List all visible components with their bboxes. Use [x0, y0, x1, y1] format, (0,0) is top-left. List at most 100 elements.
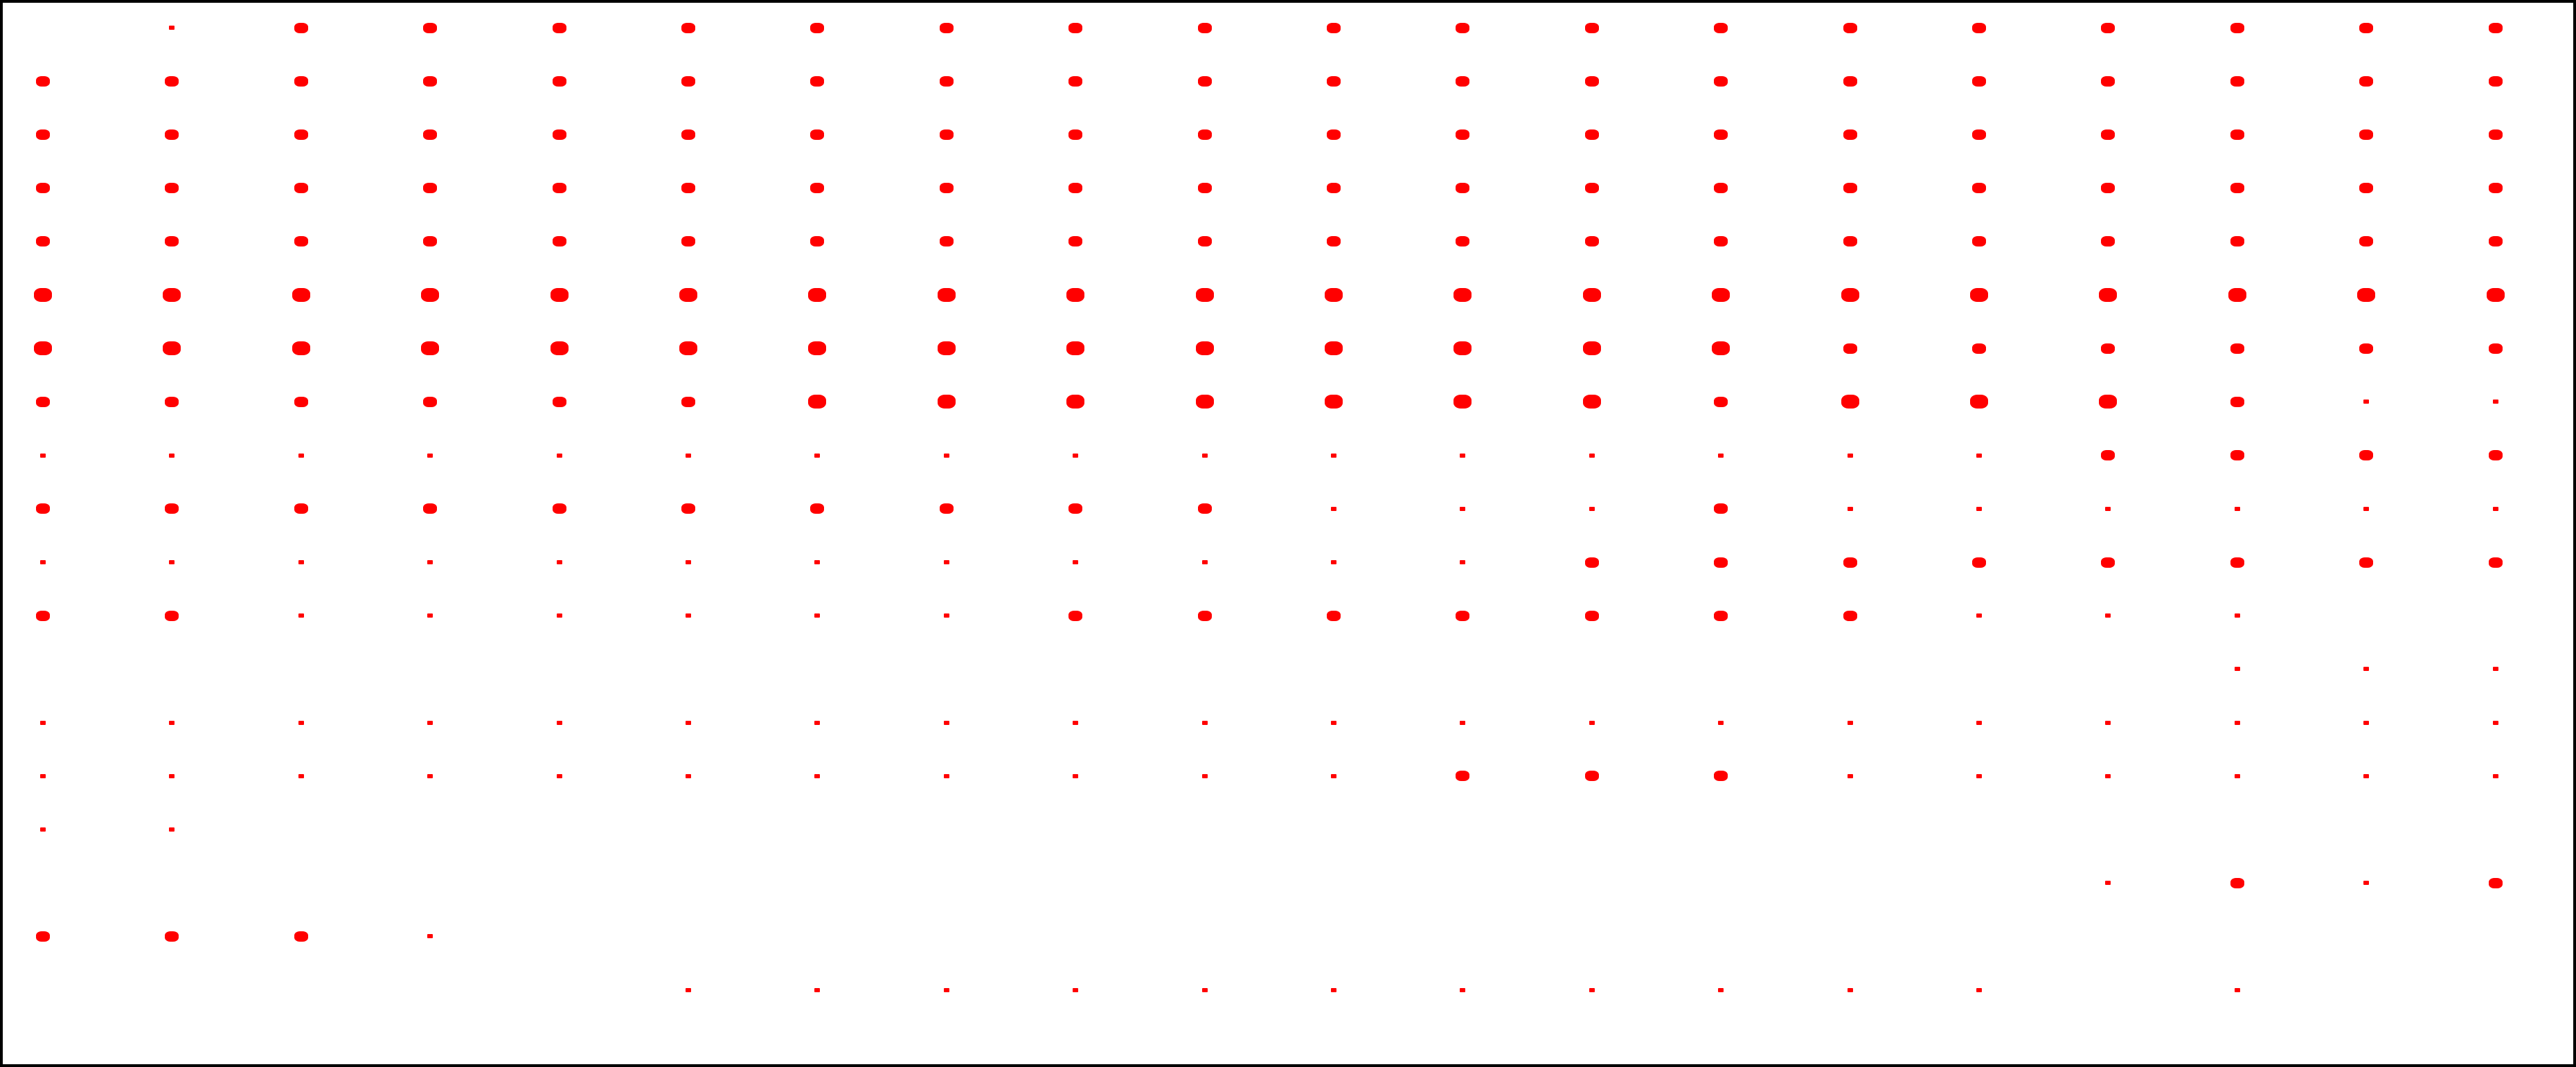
mark-r4-c4: [423, 183, 437, 193]
mark-r19-c11: [1331, 988, 1336, 992]
mark-r7-c17: [2101, 343, 2115, 354]
mark-r19-c13: [1589, 988, 1595, 992]
mark-r10-c11: [1331, 507, 1336, 511]
mark-r10-c19: [2363, 507, 2369, 511]
mark-r12-c14: [1714, 611, 1728, 621]
mark-r8-c3: [294, 397, 308, 407]
mark-r8-c4: [423, 397, 437, 407]
mark-r7-c7: [808, 341, 826, 355]
mark-r4-c2: [165, 183, 179, 193]
mark-r15-c16: [1976, 774, 1982, 778]
mark-r8-c5: [553, 397, 566, 407]
mark-r5-c4: [423, 236, 437, 246]
mark-r5-c8: [940, 236, 954, 246]
mark-r6-c11: [1325, 288, 1343, 302]
mark-r1-c9: [1068, 23, 1082, 33]
mark-r2-c6: [681, 76, 695, 87]
mark-r5-c3: [294, 236, 308, 246]
mark-r19-c14: [1718, 988, 1724, 992]
mark-r4-c10: [1198, 183, 1212, 193]
mark-r6-c4: [421, 288, 439, 302]
mark-r8-c16: [1970, 395, 1988, 409]
mark-r4-c1: [36, 183, 50, 193]
mark-r10-c15: [1848, 507, 1853, 511]
mark-r15-c17: [2105, 774, 2111, 778]
mark-r2-c17: [2101, 76, 2115, 87]
mark-r1-c2: [169, 26, 175, 30]
mark-r2-c4: [423, 76, 437, 87]
mark-r11-c18: [2230, 557, 2244, 568]
mark-r19-c10: [1202, 988, 1208, 992]
mark-r3-c3: [294, 129, 308, 140]
mark-r7-c18: [2230, 343, 2244, 354]
mark-r7-c5: [551, 341, 569, 355]
mark-r11-c2: [169, 560, 175, 564]
mark-r15-c1: [40, 774, 46, 778]
mark-r8-c10: [1196, 395, 1214, 409]
mark-r10-c20: [2493, 507, 2498, 511]
mark-r3-c5: [553, 129, 566, 140]
mark-r1-c17: [2101, 23, 2115, 33]
mark-r9-c4: [427, 454, 433, 458]
mark-r1-c11: [1327, 23, 1341, 33]
mark-r2-c3: [294, 76, 308, 87]
mark-r1-c12: [1456, 23, 1469, 33]
mark-r6-c14: [1712, 288, 1730, 302]
mark-r9-c17: [2101, 450, 2115, 460]
mark-r15-c12: [1456, 771, 1469, 781]
mark-r4-c13: [1585, 183, 1599, 193]
mark-r3-c11: [1327, 129, 1341, 140]
mark-r7-c12: [1454, 341, 1472, 355]
mark-r15-c18: [2235, 774, 2240, 778]
mark-r2-c7: [810, 76, 824, 87]
mark-r8-c8: [938, 395, 956, 409]
mark-r18-c4: [427, 934, 433, 938]
mark-r11-c7: [814, 560, 820, 564]
mark-r11-c6: [686, 560, 691, 564]
mark-r4-c3: [294, 183, 308, 193]
mark-r14-c3: [298, 721, 304, 725]
mark-r7-c16: [1972, 343, 1986, 354]
mark-r1-c6: [681, 23, 695, 33]
mark-r19-c12: [1460, 988, 1465, 992]
mark-r19-c6: [686, 988, 691, 992]
mark-r12-c5: [557, 613, 562, 618]
mark-r15-c19: [2363, 774, 2369, 778]
mark-r6-c12: [1454, 288, 1472, 302]
mark-r15-c7: [814, 774, 820, 778]
mark-r7-c15: [1843, 343, 1857, 354]
mark-r10-c8: [940, 503, 954, 514]
mark-r4-c14: [1714, 183, 1728, 193]
mark-r12-c12: [1456, 611, 1469, 621]
mark-r2-c20: [2489, 76, 2503, 87]
mark-r10-c3: [294, 503, 308, 514]
mark-r7-c10: [1196, 341, 1214, 355]
mark-r12-c7: [814, 613, 820, 618]
mark-r12-c8: [944, 613, 949, 618]
mark-r10-c10: [1198, 503, 1212, 514]
mark-r1-c16: [1972, 23, 1986, 33]
mark-r13-c18: [2235, 667, 2240, 671]
mark-r6-c19: [2357, 288, 2375, 302]
mark-r2-c5: [553, 76, 566, 87]
mark-r6-c17: [2099, 288, 2117, 302]
mark-r14-c17: [2105, 721, 2111, 725]
mark-r14-c1: [40, 721, 46, 725]
mark-r5-c20: [2489, 236, 2503, 246]
mark-r10-c18: [2235, 507, 2240, 511]
mark-r12-c13: [1585, 611, 1599, 621]
mark-r12-c2: [165, 611, 179, 621]
mark-r3-c16: [1972, 129, 1986, 140]
mark-r15-c4: [427, 774, 433, 778]
mark-r4-c15: [1843, 183, 1857, 193]
mark-r1-c14: [1714, 23, 1728, 33]
mark-r3-c20: [2489, 129, 2503, 140]
mark-r10-c12: [1460, 507, 1465, 511]
mark-r14-c15: [1848, 721, 1853, 725]
mark-r15-c13: [1585, 771, 1599, 781]
mark-r9-c3: [298, 454, 304, 458]
mark-r14-c20: [2493, 721, 2498, 725]
mark-r2-c12: [1456, 76, 1469, 87]
mark-r9-c13: [1589, 454, 1595, 458]
mark-r5-c13: [1585, 236, 1599, 246]
